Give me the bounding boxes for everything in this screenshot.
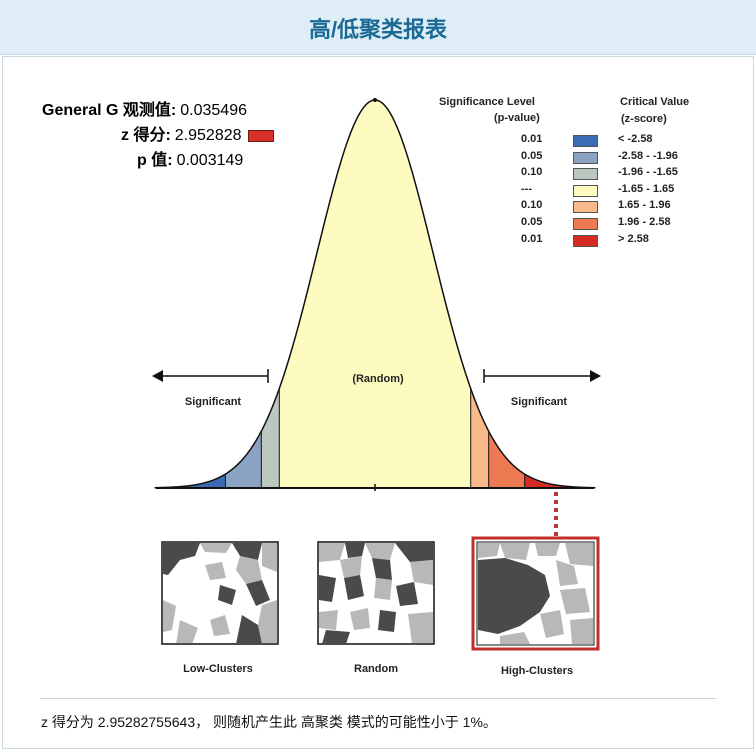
random-map-label: Random xyxy=(354,663,398,675)
legend-swatch xyxy=(573,168,598,181)
z-score-swatch xyxy=(247,129,274,142)
legend-zscore: > 2.58 xyxy=(618,232,649,245)
left-arrow xyxy=(152,369,269,383)
z-stat-value: 2.952828 xyxy=(174,127,242,144)
g-stat-row: General G 观测值: 0.035496 xyxy=(42,96,247,120)
significant-right-label: Significant xyxy=(511,396,568,408)
p-stat-value: 0.003149 xyxy=(176,152,244,169)
legend-zscore: -1.65 - 1.65 xyxy=(618,182,675,195)
g-stat-label: General G 观测值: xyxy=(42,102,177,119)
sig-header-1: Significance Level xyxy=(439,96,535,108)
curve-zone xyxy=(225,100,262,488)
map-low-clusters: Low-Clusters xyxy=(161,541,279,675)
legend-pvalue: 0.10 xyxy=(521,166,543,179)
right-arrow xyxy=(483,369,601,383)
map-high-clusters: High-Clusters xyxy=(471,536,600,677)
legend-pvalue: 0.05 xyxy=(521,149,543,162)
significant-left-label: Significant xyxy=(185,396,242,408)
legend-zscore: 1.96 - 2.58 xyxy=(618,216,671,228)
summary-text: z 得分为 2.95282755643， 则随机产生此 高聚类 模式的可能性小于… xyxy=(41,714,497,730)
curve-zone xyxy=(488,100,525,488)
legend-swatch xyxy=(573,151,598,164)
curve-zone xyxy=(470,100,489,488)
legend-pvalue: 0.10 xyxy=(521,199,543,212)
title-bar: 高/低聚类报表 xyxy=(0,0,756,55)
curve-zone xyxy=(154,100,226,488)
legend-swatch xyxy=(573,201,598,214)
footer-separator xyxy=(40,698,716,699)
crit-header-2: (z-score) xyxy=(621,113,667,125)
g-stat-value: 0.035496 xyxy=(180,102,247,119)
map-random: Random xyxy=(317,541,435,675)
curve-zones xyxy=(154,100,596,488)
page-title: 高/低聚类报表 xyxy=(308,17,448,42)
legend-swatch xyxy=(573,218,598,230)
p-stat-label: p 值: xyxy=(137,152,173,169)
z-stat-row: z 得分: 2.952828 xyxy=(121,121,274,145)
p-stat-row: p 值: 0.003149 xyxy=(137,146,243,170)
legend-zscore: -2.58 - -1.96 xyxy=(618,149,678,162)
legend-swatch xyxy=(573,184,598,197)
curve-zone xyxy=(524,100,596,488)
low-clusters-label: Low-Clusters xyxy=(183,663,253,675)
report-panel xyxy=(2,56,754,749)
z-stat-label: z 得分: xyxy=(121,127,171,144)
legend-swatch xyxy=(573,135,598,147)
crit-header-1: Critical Value xyxy=(620,96,690,108)
legend-zscore: 1.65 - 1.96 xyxy=(618,199,671,212)
legend-zscore: < -2.58 xyxy=(618,133,653,145)
legend-pvalue: --- xyxy=(521,182,532,195)
curve-peak-dot xyxy=(373,98,377,102)
sig-header-2: (p-value) xyxy=(494,112,540,124)
legend-zscore: -1.96 - -1.65 xyxy=(618,166,678,179)
legend-pvalue: 0.05 xyxy=(521,216,543,228)
high-clusters-label: High-Clusters xyxy=(501,665,573,677)
legend-pvalue: 0.01 xyxy=(521,232,543,245)
curve-zone xyxy=(261,100,280,488)
legend-swatch xyxy=(573,234,598,247)
legend-pvalue: 0.01 xyxy=(521,133,543,145)
random-label: (Random) xyxy=(352,373,404,385)
